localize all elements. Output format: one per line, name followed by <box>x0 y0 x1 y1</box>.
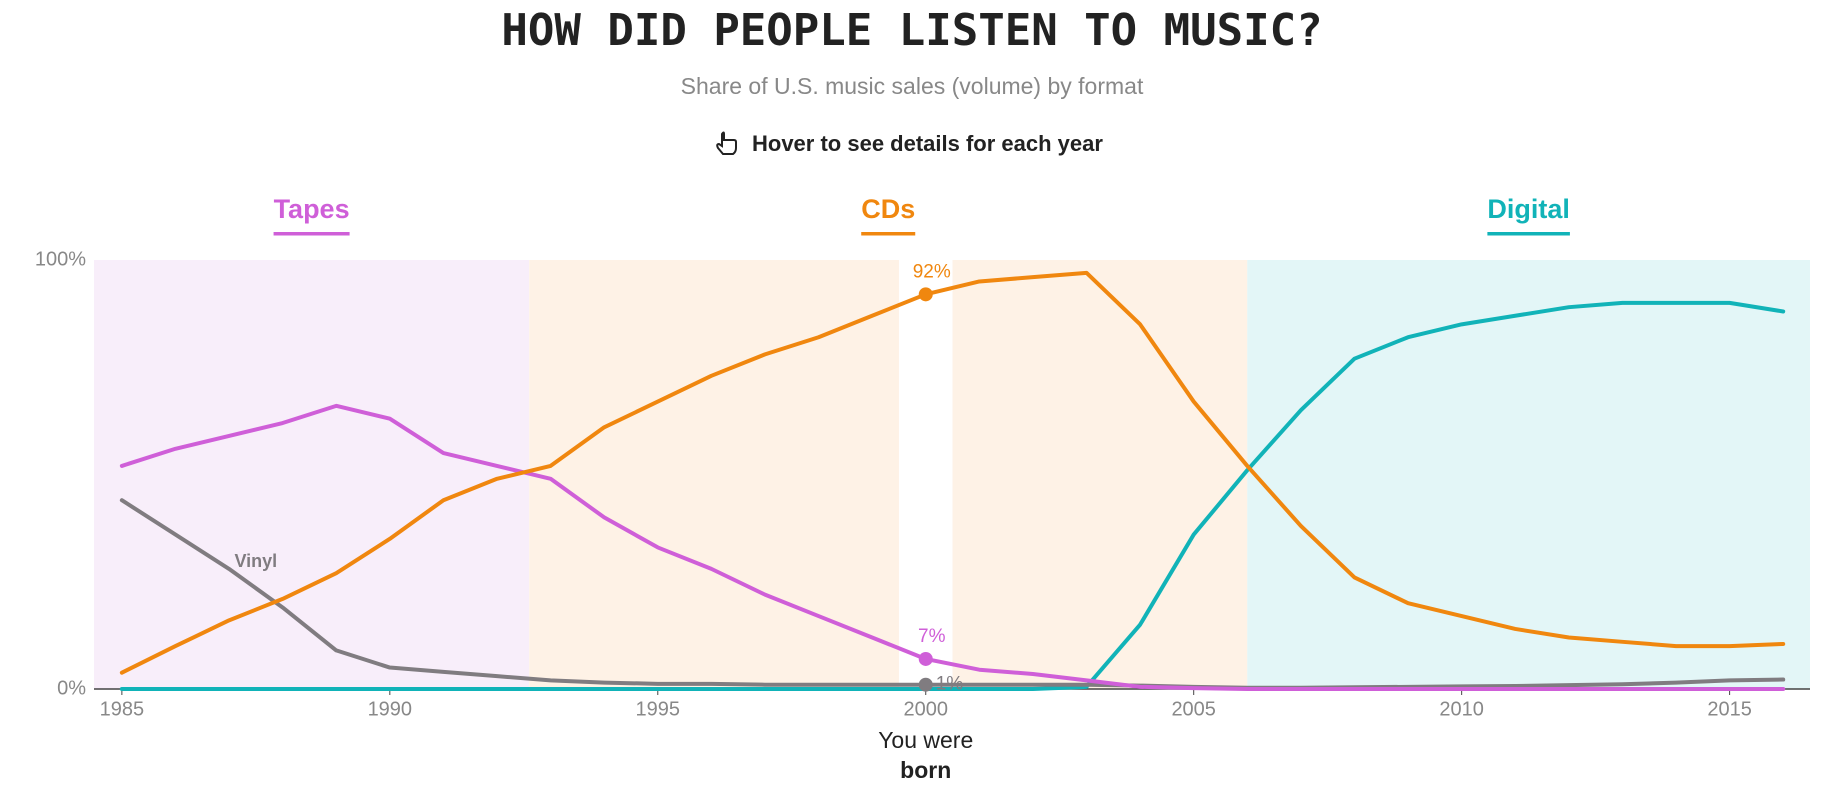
x-tick-label: 1990 <box>368 698 413 720</box>
era-band <box>529 260 1248 689</box>
y-tick-label: 0% <box>57 677 86 699</box>
data-label: 92% <box>913 261 951 282</box>
data-dot <box>918 677 933 692</box>
y-tick-label: 100% <box>35 248 86 270</box>
era-label: Tapes <box>274 194 350 224</box>
x-tick-label: 2005 <box>1171 698 1216 720</box>
instruction: Hover to see details for each year <box>752 131 1103 156</box>
chart-title: HOW DID PEOPLE LISTEN TO MUSIC? <box>501 5 1322 56</box>
chart-subtitle: Share of U.S. music sales (volume) by fo… <box>681 73 1144 99</box>
era-band <box>94 260 530 689</box>
series-line <box>119 270 1786 675</box>
hand-icon <box>716 131 737 155</box>
x-tick-label: 1995 <box>636 698 681 720</box>
era-band <box>1247 260 1810 689</box>
x-tick-label: 1985 <box>100 698 145 720</box>
highlight-band <box>898 260 953 689</box>
series-line <box>119 498 1786 690</box>
data-label: 1% <box>936 674 964 695</box>
data-label: 7% <box>918 626 946 647</box>
x-tick-label: 2015 <box>1707 698 1752 720</box>
x-tick-label: 2000 <box>903 698 948 720</box>
data-dot <box>918 287 933 302</box>
series-line <box>119 403 1786 691</box>
era-label: CDs <box>861 194 915 224</box>
series-label: Vinyl <box>234 551 277 571</box>
annotation: You were <box>878 727 973 753</box>
x-tick-label: 2010 <box>1439 698 1484 720</box>
annotation: born <box>900 757 951 783</box>
era-label: Digital <box>1487 194 1570 224</box>
era-underline <box>273 232 350 236</box>
series-line <box>119 300 1786 691</box>
era-underline <box>861 232 916 236</box>
data-dot <box>918 651 933 666</box>
era-underline <box>1487 232 1570 236</box>
